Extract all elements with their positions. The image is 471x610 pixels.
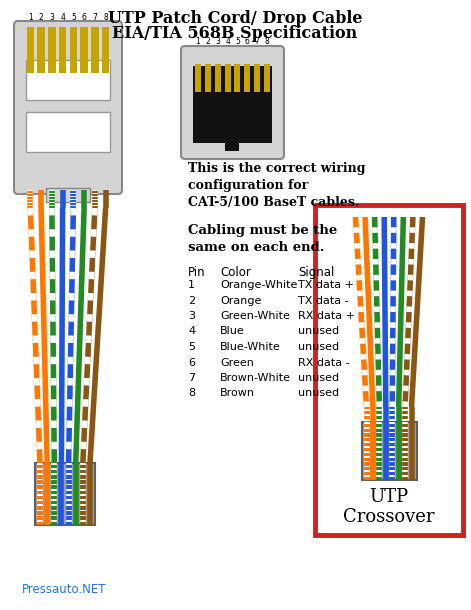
Bar bbox=[59, 27, 66, 73]
Text: 2: 2 bbox=[39, 12, 43, 21]
Text: 4: 4 bbox=[188, 326, 195, 337]
FancyBboxPatch shape bbox=[14, 21, 122, 194]
Bar bbox=[215, 64, 220, 92]
Bar bbox=[46, 188, 90, 202]
Text: 3: 3 bbox=[215, 37, 220, 46]
Text: unused: unused bbox=[298, 373, 339, 383]
Bar bbox=[225, 64, 230, 92]
Text: Pin: Pin bbox=[188, 266, 206, 279]
Text: 8: 8 bbox=[188, 389, 195, 398]
FancyBboxPatch shape bbox=[181, 46, 284, 159]
Bar bbox=[193, 66, 272, 143]
Text: unused: unused bbox=[298, 389, 339, 398]
Text: 5: 5 bbox=[71, 12, 76, 21]
Bar bbox=[27, 27, 34, 73]
Text: CAT-5/100 BaseT cables.: CAT-5/100 BaseT cables. bbox=[188, 196, 359, 209]
Text: Green: Green bbox=[220, 357, 254, 367]
Text: 7: 7 bbox=[92, 12, 97, 21]
Text: 5: 5 bbox=[188, 342, 195, 352]
Bar bbox=[195, 64, 201, 92]
Bar bbox=[264, 64, 270, 92]
Text: Crossover: Crossover bbox=[343, 508, 435, 526]
Text: 1: 1 bbox=[28, 12, 33, 21]
Bar bbox=[362, 422, 416, 480]
Text: EIA/TIA 568B Specification: EIA/TIA 568B Specification bbox=[113, 25, 357, 42]
Bar bbox=[26, 112, 110, 152]
Text: Brown: Brown bbox=[220, 389, 255, 398]
Text: Pressauto.NET: Pressauto.NET bbox=[22, 583, 106, 596]
Text: 3: 3 bbox=[188, 311, 195, 321]
Text: 2: 2 bbox=[188, 295, 195, 306]
Text: Blue-White: Blue-White bbox=[220, 342, 281, 352]
Bar bbox=[35, 463, 95, 525]
Text: 2: 2 bbox=[205, 37, 210, 46]
Text: Green-White: Green-White bbox=[220, 311, 290, 321]
Text: TX data -: TX data - bbox=[298, 295, 349, 306]
Bar bbox=[81, 27, 88, 73]
Text: RX data -: RX data - bbox=[298, 357, 349, 367]
Text: same on each end.: same on each end. bbox=[188, 241, 325, 254]
Bar bbox=[26, 60, 110, 100]
Text: Signal: Signal bbox=[298, 266, 334, 279]
Text: Cabling must be the: Cabling must be the bbox=[188, 224, 337, 237]
Text: 8: 8 bbox=[265, 37, 269, 46]
Text: 4: 4 bbox=[225, 37, 230, 46]
Text: Brown-White: Brown-White bbox=[220, 373, 291, 383]
Text: 3: 3 bbox=[49, 12, 54, 21]
Bar bbox=[37, 27, 45, 73]
Text: 6: 6 bbox=[245, 37, 250, 46]
Text: unused: unused bbox=[298, 342, 339, 352]
Text: This is the correct wiring: This is the correct wiring bbox=[188, 162, 365, 175]
Bar bbox=[315, 205, 463, 535]
Bar bbox=[254, 64, 260, 92]
Text: 8: 8 bbox=[103, 12, 108, 21]
Text: 5: 5 bbox=[235, 37, 240, 46]
Bar bbox=[225, 141, 239, 151]
Text: configuration for: configuration for bbox=[188, 179, 308, 192]
Text: 6: 6 bbox=[188, 357, 195, 367]
Bar bbox=[244, 64, 250, 92]
Text: Orange-White: Orange-White bbox=[220, 280, 297, 290]
Bar bbox=[205, 64, 211, 92]
Text: 4: 4 bbox=[60, 12, 65, 21]
Text: 1: 1 bbox=[188, 280, 195, 290]
Text: 7: 7 bbox=[255, 37, 260, 46]
Text: Orange: Orange bbox=[220, 295, 261, 306]
Bar bbox=[235, 64, 240, 92]
Text: Color: Color bbox=[220, 266, 251, 279]
Bar bbox=[48, 27, 56, 73]
Bar bbox=[70, 27, 77, 73]
Bar bbox=[102, 27, 109, 73]
Text: unused: unused bbox=[298, 326, 339, 337]
Text: 1: 1 bbox=[195, 37, 200, 46]
Bar bbox=[91, 27, 98, 73]
Bar bbox=[25, 27, 111, 73]
Text: 6: 6 bbox=[81, 12, 87, 21]
Text: UTP: UTP bbox=[369, 488, 408, 506]
Text: UTP Patch Cord/ Drop Cable: UTP Patch Cord/ Drop Cable bbox=[108, 10, 362, 27]
Text: RX data +: RX data + bbox=[298, 311, 355, 321]
Text: 7: 7 bbox=[188, 373, 195, 383]
Text: TX data +: TX data + bbox=[298, 280, 354, 290]
Text: Blue: Blue bbox=[220, 326, 245, 337]
